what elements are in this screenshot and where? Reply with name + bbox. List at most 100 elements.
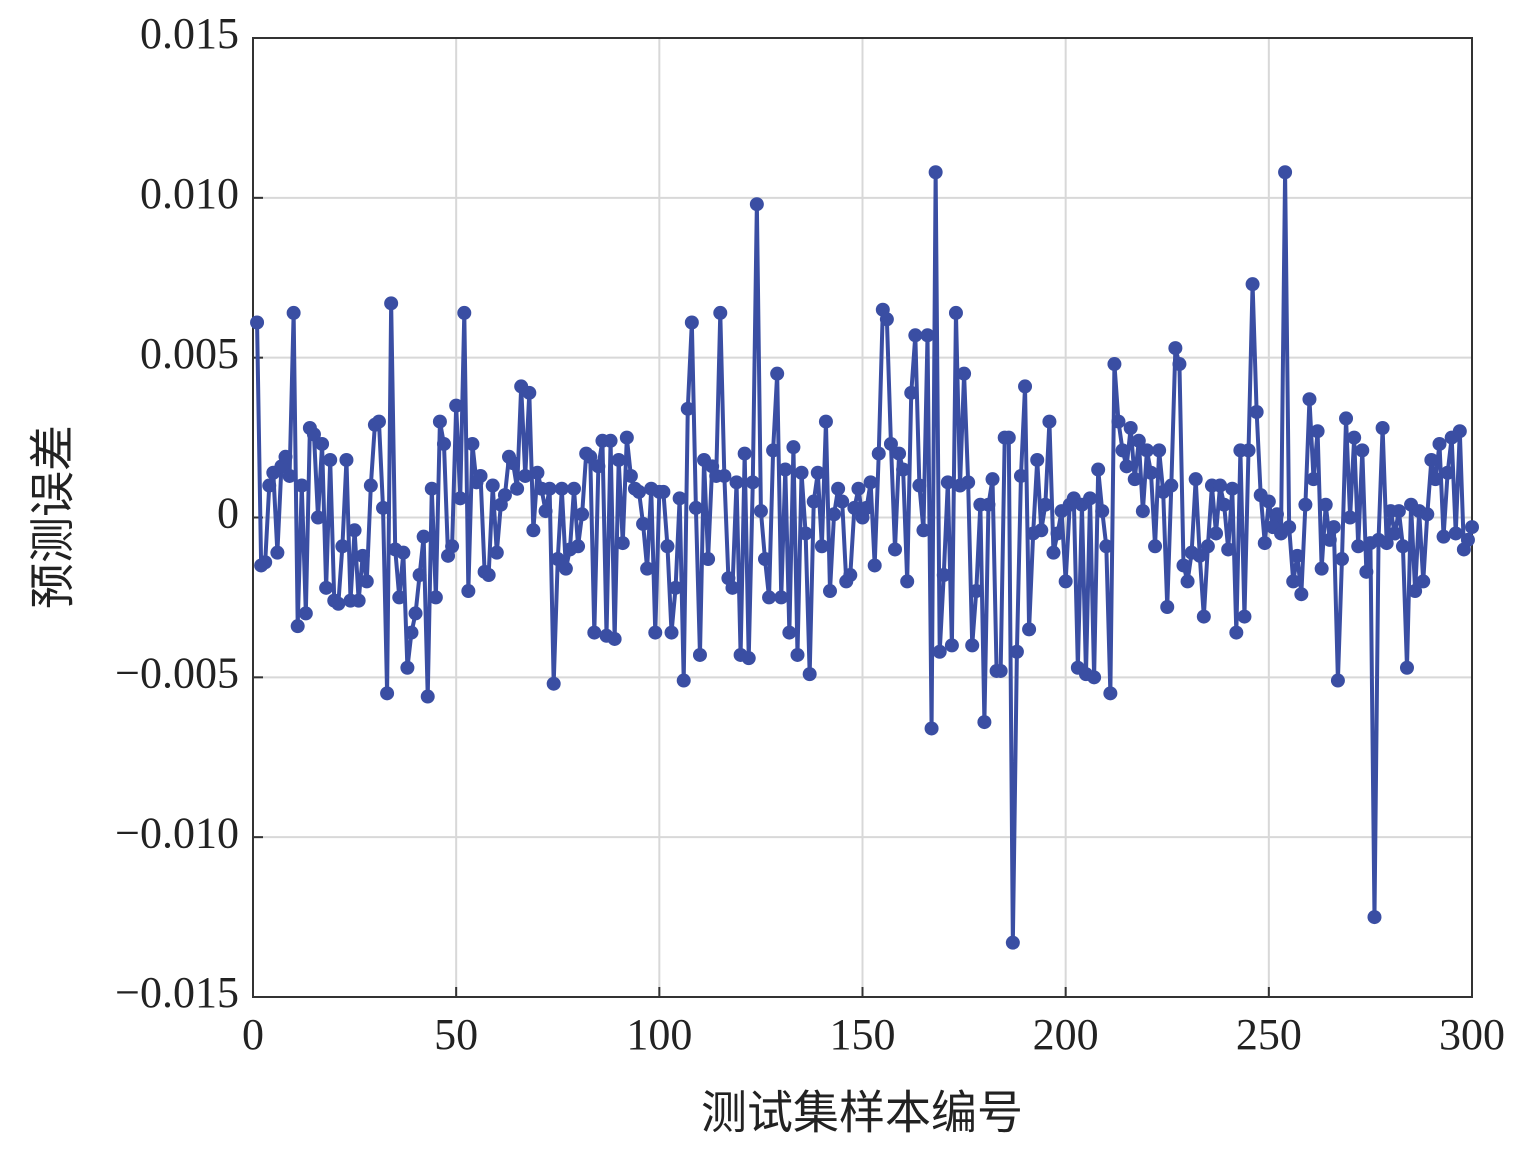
data-point: [818, 414, 833, 429]
data-point: [790, 647, 805, 662]
data-point: [656, 484, 671, 499]
data-point: [1278, 165, 1293, 180]
data-point: [928, 165, 943, 180]
data-point: [311, 510, 326, 525]
data-point: [623, 468, 638, 483]
data-point: [932, 644, 947, 659]
data-point: [961, 475, 976, 490]
data-point: [896, 462, 911, 477]
data-point: [1164, 478, 1179, 493]
data-point: [847, 500, 862, 515]
data-point: [965, 638, 980, 653]
x-tick-label: 150: [830, 1010, 896, 1059]
data-point: [1123, 420, 1138, 435]
y-tick-label: −0.015: [115, 968, 239, 1017]
data-point: [794, 465, 809, 480]
x-tick-label: 200: [1033, 1010, 1099, 1059]
data-point: [1229, 625, 1244, 640]
data-point: [1005, 935, 1020, 950]
data-point: [1152, 443, 1167, 458]
data-point: [1428, 472, 1443, 487]
data-point: [916, 523, 931, 538]
data-point: [420, 689, 435, 704]
data-point: [1022, 622, 1037, 637]
data-point: [936, 568, 951, 583]
data-point: [981, 497, 996, 512]
data-point: [347, 523, 362, 538]
data-point: [851, 481, 866, 496]
data-point: [1188, 472, 1203, 487]
data-point: [904, 385, 919, 400]
data-point: [810, 465, 825, 480]
data-point: [583, 449, 598, 464]
data-point: [814, 539, 829, 554]
data-point: [1131, 433, 1146, 448]
data-point: [1087, 670, 1102, 685]
data-point: [1172, 357, 1187, 372]
data-point: [1432, 436, 1447, 451]
data-point: [1209, 526, 1224, 541]
data-point: [741, 651, 756, 666]
data-point: [1379, 536, 1394, 551]
data-point: [1213, 478, 1228, 493]
data-point: [1160, 600, 1175, 615]
data-point: [1257, 536, 1272, 551]
data-point: [335, 539, 350, 554]
data-point: [615, 536, 630, 551]
data-point: [692, 647, 707, 662]
data-point: [782, 625, 797, 640]
data-point: [802, 667, 817, 682]
data-point: [985, 472, 1000, 487]
data-point: [298, 606, 313, 621]
data-point: [827, 507, 842, 522]
data-point: [806, 494, 821, 509]
data-point: [908, 328, 923, 343]
data-point: [351, 593, 366, 608]
data-point: [363, 478, 378, 493]
data-point: [323, 452, 338, 467]
y-tick-label: 0: [217, 489, 239, 538]
data-point: [319, 580, 334, 595]
data-point: [863, 475, 878, 490]
data-point: [587, 625, 602, 640]
x-tick-label: 0: [242, 1010, 264, 1059]
data-point: [770, 366, 785, 381]
data-point: [1290, 548, 1305, 563]
data-point: [668, 580, 683, 595]
data-point: [940, 475, 955, 490]
data-point: [1326, 520, 1341, 535]
data-point: [1452, 424, 1467, 439]
data-point: [1334, 552, 1349, 567]
x-tick-label: 50: [434, 1010, 478, 1059]
data-point: [518, 468, 533, 483]
data-point: [871, 446, 886, 461]
data-point: [701, 552, 716, 567]
data-point: [1294, 587, 1309, 602]
data-point: [282, 468, 297, 483]
data-point: [1127, 472, 1142, 487]
data-point: [506, 456, 521, 471]
data-point: [1416, 574, 1431, 589]
data-point: [957, 366, 972, 381]
data-point: [676, 673, 691, 688]
data-point: [461, 584, 476, 599]
data-point: [664, 625, 679, 640]
data-point: [331, 596, 346, 611]
data-point: [542, 481, 557, 496]
y-tick-label: 0.015: [140, 9, 239, 58]
data-point: [1343, 510, 1358, 525]
data-point: [1367, 910, 1382, 925]
data-point: [1355, 443, 1370, 458]
data-point: [258, 555, 273, 570]
data-point: [1168, 341, 1183, 356]
y-tick-label: −0.005: [115, 648, 239, 697]
data-point: [924, 721, 939, 736]
data-point: [892, 446, 907, 461]
data-point: [636, 516, 651, 531]
data-point: [1176, 558, 1191, 573]
data-point: [1180, 574, 1195, 589]
data-point: [558, 561, 573, 576]
data-point: [680, 401, 695, 416]
data-point: [522, 385, 537, 400]
